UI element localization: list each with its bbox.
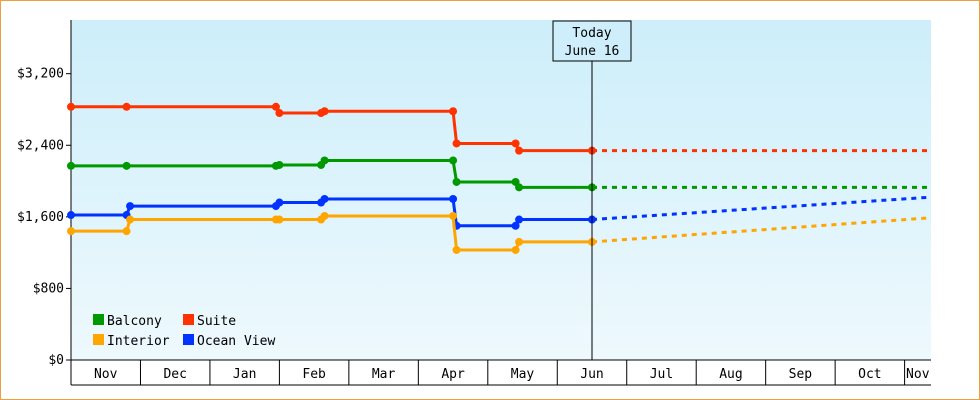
legend-label-suite: Suite (197, 314, 236, 329)
data-point-suite (511, 139, 520, 148)
data-point-suite (320, 107, 329, 116)
legend-swatch-interior (93, 334, 104, 345)
data-point-ocean-view (515, 215, 524, 224)
legend-label-balcony: Balcony (107, 314, 162, 329)
x-tick-label: May (511, 367, 535, 382)
data-point-balcony (275, 160, 284, 169)
y-tick-label: $0 (48, 353, 64, 368)
y-tick-label: $2,400 (17, 138, 64, 153)
today-marker: Today June 16 (552, 20, 632, 360)
data-point-interior (122, 227, 131, 236)
data-point-interior (449, 211, 458, 220)
x-tick-label: Apr (441, 367, 465, 382)
data-point-ocean-view (320, 194, 329, 203)
legend-swatch-suite (183, 314, 194, 325)
data-point-balcony (320, 156, 329, 165)
data-point-interior (511, 245, 520, 254)
x-tick-label: Mar (372, 367, 396, 382)
data-point-interior (320, 211, 329, 220)
x-tick-label: Aug (719, 367, 742, 382)
legend-swatch-balcony (93, 314, 104, 325)
x-tick-label: Jun (580, 367, 603, 382)
forecast-line-ocean-view (591, 195, 932, 222)
data-point-suite (122, 102, 131, 111)
forecast-line-interior (591, 216, 932, 244)
data-point-suite (449, 107, 458, 116)
data-point-balcony (449, 156, 458, 165)
data-point-ocean-view (126, 202, 135, 211)
data-point-interior (452, 245, 461, 254)
x-tick-label: Dec (163, 367, 186, 382)
data-point-ocean-view (275, 198, 284, 207)
legend: Balcony Suite Interior Ocean View (93, 314, 275, 349)
x-tick-label: Sep (789, 367, 813, 382)
today-date: June 16 (565, 44, 620, 59)
x-tick-label: Nov (906, 367, 930, 382)
data-point-balcony (122, 161, 131, 170)
data-point-balcony (515, 183, 524, 192)
data-point-balcony (452, 177, 461, 186)
x-tick-label: Nov (94, 367, 118, 382)
data-point-interior (515, 237, 524, 246)
data-point-balcony (67, 161, 75, 170)
data-point-suite (271, 102, 280, 111)
data-point-interior (67, 227, 75, 236)
series-layer (67, 102, 932, 254)
x-tick-label: Jan (233, 367, 256, 382)
data-point-ocean-view (511, 221, 520, 230)
x-tick-label: Feb (302, 367, 326, 382)
data-point-interior (126, 215, 135, 224)
today-label: Today (572, 26, 611, 41)
legend-label-interior: Interior (107, 334, 170, 349)
today-box (552, 20, 632, 62)
data-point-ocean-view (449, 194, 458, 203)
x-tick-label: Jul (650, 367, 673, 382)
x-tick-label: Oct (858, 367, 881, 382)
data-point-suite (452, 139, 461, 148)
y-tick-label: $1,600 (17, 210, 64, 225)
x-axis: Nov Dec Jan Feb Mar Apr May Jun Jul Aug Sep Oct Nov (70, 359, 931, 386)
data-point-suite (67, 102, 75, 111)
data-point-ocean-view (67, 211, 75, 220)
data-point-suite (275, 109, 284, 118)
plot-background (71, 20, 931, 360)
data-point-suite (515, 146, 524, 155)
y-axis: $0 $800 $1,600 $2,400 $3,200 (17, 20, 72, 368)
y-tick-label: $800 (33, 281, 64, 296)
y-tick-label: $3,200 (17, 67, 64, 82)
legend-label-ocean-view: Ocean View (197, 334, 275, 349)
legend-swatch-ocean-view (183, 334, 194, 345)
data-point-interior (275, 215, 284, 224)
